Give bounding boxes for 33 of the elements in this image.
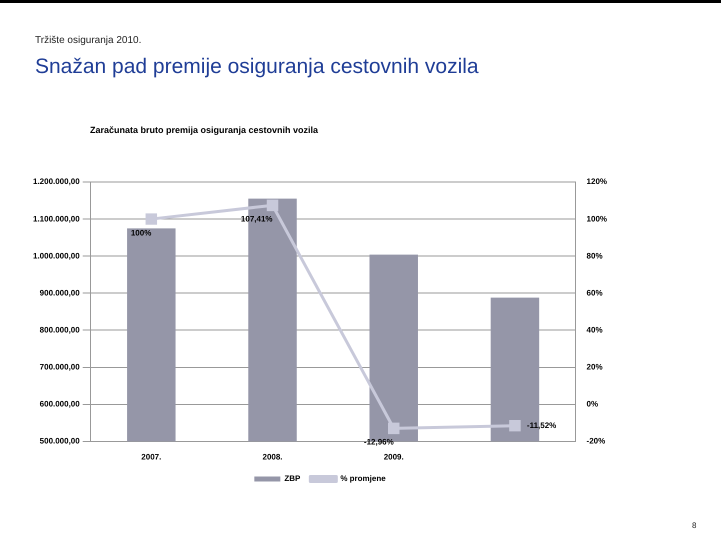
text: 8 (692, 521, 696, 530)
x-tick-label: 2007. (141, 452, 162, 462)
y2-tick-label: 40% (586, 325, 603, 334)
y-tick-label: 700.000,00 (40, 362, 80, 372)
point (509, 420, 521, 432)
data-label: 107,41% (240, 214, 273, 224)
legend-label: ZBP (284, 474, 301, 484)
y2-tick-label: 0% (586, 400, 598, 409)
data-label: 100% (130, 228, 152, 238)
y-tick-label: 1.200.000,00 (32, 177, 80, 186)
y2-tick-label: 100% (586, 214, 608, 224)
y-tick-label: 800.000,00 (40, 325, 80, 334)
legend-label: % promjene (340, 474, 386, 484)
y2-tick-label: 120% (586, 177, 608, 186)
y-tick-label: 1.000.000,00 (32, 251, 80, 260)
text: Tržište osiguranja 2010. (35, 35, 142, 46)
chart-title: Snažan pad premije osiguranja cestovnih vozila (35, 55, 479, 79)
y-tick-label: 1.100.000,00 (32, 214, 80, 224)
y-tick-label: 600.000,00 (40, 400, 80, 409)
x-tick-label: 2009. (384, 452, 404, 462)
data-label: -11,52% (526, 420, 556, 430)
x-tick-label: 2008. (262, 452, 283, 462)
point (388, 422, 400, 434)
y2-tick-label: 20% (586, 362, 603, 372)
y2-tick-label: -20% (586, 436, 606, 446)
data-label: -12,96% (364, 438, 394, 447)
point (266, 200, 278, 212)
y2-tick-label: 80% (586, 251, 603, 260)
chart-subtitle: Zaračunata bruto premija osiguranja cestovnih vozila (90, 125, 318, 135)
y2-tick-label: 60% (586, 288, 603, 298)
point (146, 213, 158, 225)
y-tick-label: 500.000,00 (40, 436, 80, 446)
y-tick-label: 900.000,00 (40, 288, 80, 298)
